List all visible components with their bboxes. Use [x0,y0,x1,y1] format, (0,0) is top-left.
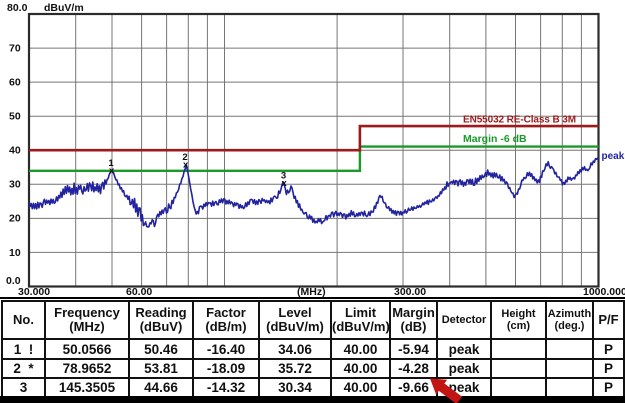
svg-text:EN55032 RE-Class B 3M: EN55032 RE-Class B 3M [463,115,576,126]
svg-text:80.0: 80.0 [7,2,28,14]
svg-text:20: 20 [9,213,21,225]
svg-text:60.00: 60.00 [126,286,152,298]
svg-text:x: x [281,178,287,189]
svg-text:10: 10 [9,247,21,259]
svg-text:(MHz): (MHz) [297,286,326,298]
svg-text:x: x [109,166,115,177]
svg-text:40: 40 [9,145,21,157]
svg-text:dBuV/m: dBuV/m [44,2,84,14]
svg-text:60: 60 [9,77,21,89]
svg-text:1: 1 [108,158,114,169]
svg-text:30: 30 [9,179,21,191]
svg-text:70: 70 [9,43,21,55]
svg-text:0.0: 0.0 [6,275,21,287]
svg-text:x: x [183,160,189,171]
svg-text:3: 3 [281,171,286,182]
svg-text:300.00: 300.00 [394,286,426,298]
svg-text:2: 2 [182,152,187,163]
svg-text:30.000: 30.000 [18,286,50,298]
svg-text:peak: peak [602,151,625,162]
svg-text:Margin -6 dB: Margin -6 dB [463,133,527,145]
svg-text:50: 50 [9,111,21,123]
svg-text:1000.000: 1000.000 [583,286,625,298]
